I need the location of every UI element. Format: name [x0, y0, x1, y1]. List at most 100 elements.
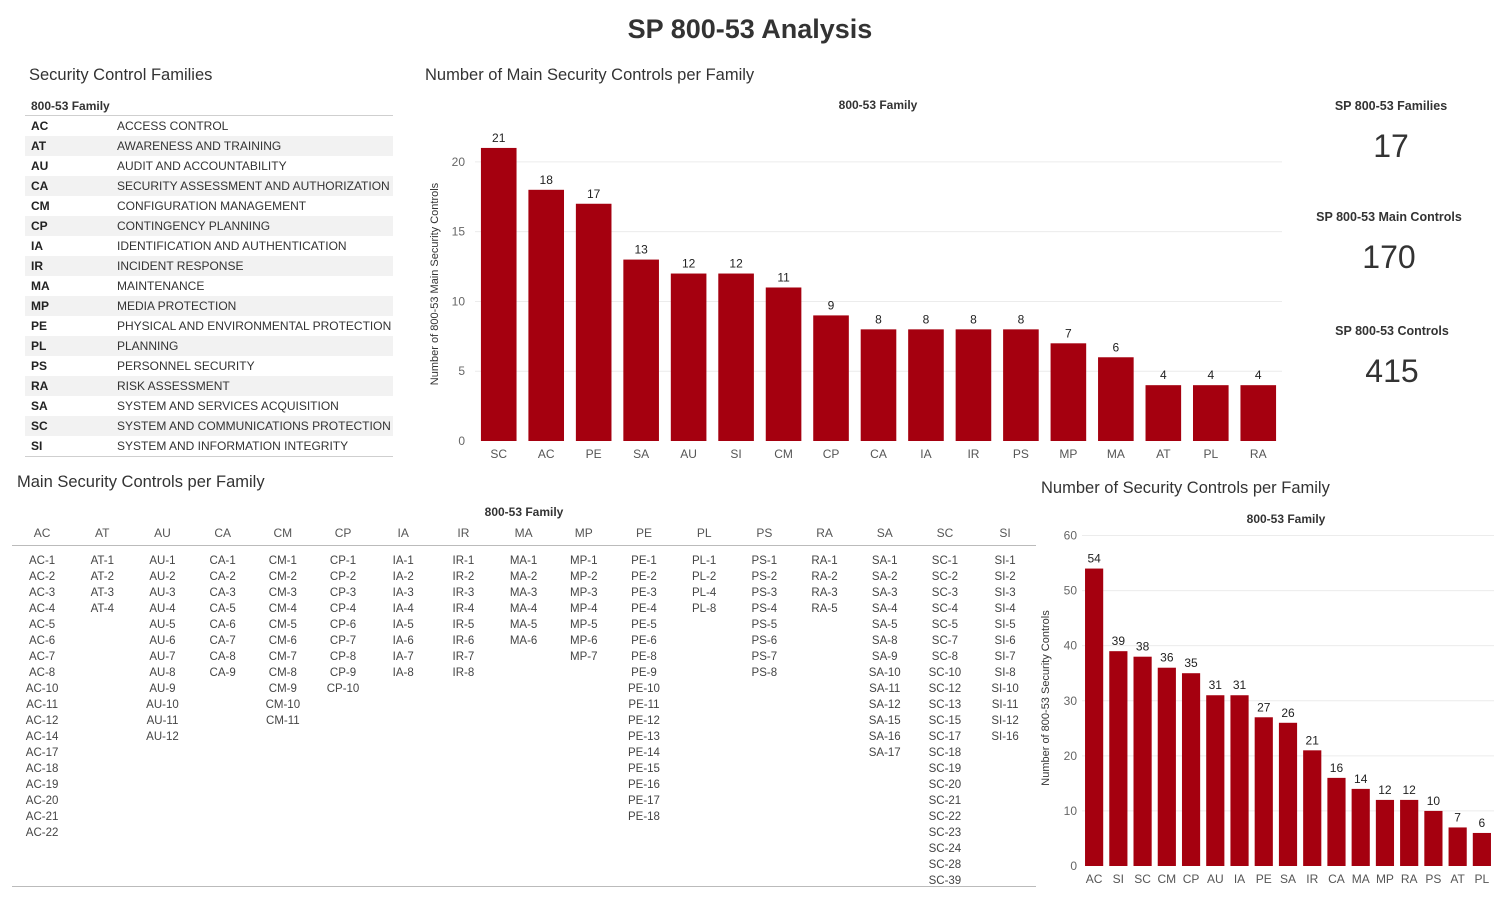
- matrix-control-cell: CA-3: [209, 587, 236, 599]
- matrix-control-cell: PE-4: [631, 603, 657, 615]
- bar-pe[interactable]: [1254, 717, 1273, 866]
- x-tick-label: AT: [1156, 447, 1171, 461]
- bar-pe[interactable]: [575, 203, 612, 441]
- matrix-control-cell: IR-8: [452, 667, 475, 679]
- matrix-control-cell: AU-11: [146, 715, 179, 727]
- bar-ra[interactable]: [1240, 385, 1277, 441]
- matrix-control-cell: SC-7: [931, 635, 958, 647]
- matrix-column-header: IR: [457, 526, 470, 540]
- family-name: RISK ASSESSMENT: [117, 379, 230, 393]
- x-tick-label: PS: [1013, 447, 1029, 461]
- family-row-pe: PE PHYSICAL AND ENVIRONMENTAL PROTECTION: [25, 316, 393, 336]
- bar-cp[interactable]: [813, 315, 849, 441]
- matrix-column-ac: AC AC-1 AC-2 AC-3 AC-4 AC-5 AC-6 AC-7 AC-8 AC-10 A…: [12, 524, 72, 884]
- x-tick-label: AC: [1086, 872, 1103, 886]
- bar-value-label: 36: [1160, 651, 1174, 665]
- family-code: CM: [31, 199, 50, 213]
- bar-cm[interactable]: [765, 287, 802, 441]
- x-tick-label: CP: [1183, 872, 1200, 886]
- matrix-control-cell: AC-1: [28, 555, 56, 567]
- kpi-controls-label: SP 800-53 Controls: [1335, 324, 1449, 338]
- y-tick-label: 10: [1064, 804, 1078, 818]
- bar-ra[interactable]: [1400, 799, 1419, 866]
- bar-si[interactable]: [1109, 651, 1128, 866]
- matrix-control-cell: IR-6: [452, 635, 475, 647]
- bar-au[interactable]: [1206, 695, 1225, 866]
- matrix-control-cell: CM-3: [268, 587, 297, 599]
- family-row-cm: CM CONFIGURATION MANAGEMENT: [25, 196, 393, 216]
- bar-ps[interactable]: [1003, 329, 1039, 441]
- bar-at[interactable]: [1448, 827, 1467, 866]
- bar-ac[interactable]: [1085, 568, 1104, 866]
- bar-value-label: 10: [1427, 794, 1441, 808]
- family-row-cp: CP CONTINGENCY PLANNING: [25, 216, 393, 236]
- bar-value-label: 31: [1209, 678, 1223, 692]
- bar-at[interactable]: [1145, 385, 1182, 441]
- matrix-control-cell: IA-8: [392, 667, 414, 679]
- matrix-column-header: CP: [334, 526, 352, 540]
- y-tick-label: 5: [458, 364, 465, 378]
- matrix-control-cell: CA-6: [209, 619, 236, 631]
- family-name: MAINTENANCE: [117, 279, 205, 293]
- matrix-control-cell: SC-17: [928, 731, 962, 743]
- bar-sa[interactable]: [623, 259, 659, 441]
- matrix-control-cell: AU-1: [149, 555, 176, 567]
- x-tick-label: PS: [1425, 872, 1441, 886]
- matrix-control-cell: SA-12: [868, 699, 901, 711]
- matrix-column-pl: PL PL-1 PL-2 PL-4 PL-8: [674, 524, 734, 884]
- bar-cp[interactable]: [1181, 673, 1201, 866]
- matrix-column-header: SI: [999, 526, 1011, 540]
- bar-ir[interactable]: [955, 329, 992, 441]
- matrix-control-cell: IR-3: [452, 587, 475, 599]
- bar-ma[interactable]: [1351, 788, 1370, 866]
- bar-value-label: 17: [587, 187, 601, 201]
- family-row-at: AT AWARENESS AND TRAINING: [25, 136, 393, 156]
- bar-ir[interactable]: [1303, 750, 1322, 866]
- bar-sc[interactable]: [1133, 656, 1152, 866]
- x-tick-label: SC: [490, 447, 507, 461]
- bar-pl[interactable]: [1192, 385, 1229, 441]
- bar-ca[interactable]: [1327, 777, 1346, 866]
- x-tick-label: AT: [1450, 872, 1465, 886]
- matrix-control-cell: SC-3: [931, 587, 958, 599]
- x-tick-label: AU: [1207, 872, 1224, 886]
- bar-mp[interactable]: [1375, 799, 1395, 866]
- x-tick-label: AC: [538, 447, 555, 461]
- matrix-control-cell: CM-10: [265, 699, 301, 711]
- matrix-control-cell: AC-17: [25, 747, 59, 759]
- matrix-control-cell: AU-2: [149, 571, 176, 583]
- bar-value-label: 31: [1233, 678, 1247, 692]
- matrix-control-cell: MP-3: [570, 587, 598, 599]
- matrix-column-ca: CA CA-1 CA-2 CA-3 CA-5 CA-6 CA-7 CA-8 CA-9: [193, 524, 253, 884]
- matrix-column-header: PS: [756, 526, 773, 540]
- bar-ps[interactable]: [1424, 810, 1443, 866]
- bar-value-label: 21: [492, 131, 506, 145]
- bar-sa[interactable]: [1278, 722, 1298, 866]
- bar-au[interactable]: [670, 273, 707, 441]
- matrix-control-cell: AC-22: [25, 827, 59, 839]
- bar-si[interactable]: [718, 273, 754, 441]
- x-tick-label: IR: [1306, 872, 1318, 886]
- x-tick-label: SC: [1134, 872, 1151, 886]
- bar-ia[interactable]: [1230, 695, 1249, 866]
- family-name: ACCESS CONTROL: [117, 119, 229, 133]
- bar-ia[interactable]: [908, 329, 944, 441]
- matrix-control-cell: SC-21: [928, 795, 962, 807]
- bar-cm[interactable]: [1157, 667, 1176, 866]
- bar-value-label: 4: [1160, 368, 1167, 382]
- bar-ma[interactable]: [1098, 357, 1134, 441]
- y-tick-label: 10: [452, 294, 466, 308]
- x-tick-label: CA: [1328, 872, 1345, 886]
- x-tick-label: SI: [1113, 872, 1124, 886]
- bar-ca[interactable]: [860, 329, 897, 441]
- bar-pl[interactable]: [1472, 832, 1491, 866]
- bar-mp[interactable]: [1050, 343, 1087, 441]
- family-code: PS: [31, 359, 48, 373]
- matrix-control-cell: CP-10: [326, 683, 360, 695]
- bar-value-label: 27: [1257, 700, 1271, 714]
- bar-ac[interactable]: [528, 189, 565, 441]
- bar-sc[interactable]: [480, 147, 517, 441]
- x-tick-label: RA: [1250, 447, 1267, 461]
- family-code: PE: [31, 319, 48, 333]
- matrix-control-cell: SA-10: [868, 667, 901, 679]
